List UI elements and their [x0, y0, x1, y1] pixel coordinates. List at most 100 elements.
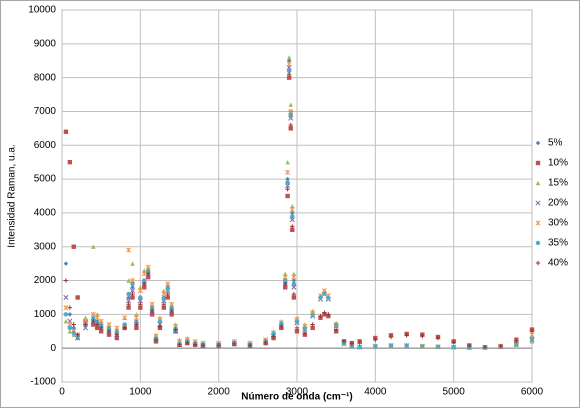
data-point: [165, 295, 170, 300]
data-point: [138, 302, 143, 307]
x-tick-label: 6000: [521, 387, 544, 398]
data-point: [63, 278, 69, 283]
data-point: [349, 341, 355, 346]
data-point: [63, 129, 69, 134]
legend-label: 35%: [548, 238, 568, 249]
data-point: [129, 288, 136, 294]
data-point: [341, 339, 347, 344]
legend-marker: [535, 180, 541, 186]
data-point: [126, 298, 132, 304]
data-point: [71, 325, 76, 331]
data-point: [149, 312, 155, 317]
data-point: [63, 294, 69, 301]
data-point: [288, 126, 293, 131]
data-point: [285, 183, 291, 189]
data-point: [349, 344, 355, 349]
y-tick-label: -1000: [30, 377, 56, 388]
data-point: [529, 329, 535, 334]
data-point: [290, 227, 295, 233]
data-point: [285, 159, 290, 165]
data-point: [67, 325, 73, 331]
data-point: [83, 315, 88, 320]
data-point: [67, 159, 73, 165]
y-tick-label: 7000: [34, 106, 57, 117]
x-tick-label: 3000: [286, 387, 309, 398]
data-point: [435, 344, 441, 350]
data-point: [134, 322, 139, 327]
data-point: [291, 291, 297, 297]
data-point: [161, 296, 167, 302]
data-point: [247, 342, 253, 348]
data-point: [322, 310, 327, 315]
legend-label: 20%: [548, 198, 568, 209]
data-point: [91, 244, 96, 249]
data-point: [126, 305, 131, 310]
data-point: [288, 115, 294, 121]
data-point: [310, 322, 315, 327]
data-point: [286, 68, 292, 74]
data-point: [435, 335, 441, 341]
data-point: [137, 298, 143, 304]
y-axis-label: Intensidad Raman, u.a.: [7, 144, 18, 247]
data-point: [388, 343, 394, 348]
data-point: [98, 329, 104, 334]
data-point: [333, 322, 339, 328]
data-point: [134, 312, 139, 317]
y-tick-label: 9000: [34, 38, 57, 49]
data-point: [514, 338, 519, 343]
x-tick-label: 4000: [364, 387, 387, 398]
data-point: [285, 193, 290, 199]
data-point: [404, 333, 409, 338]
data-point: [114, 325, 120, 331]
data-point: [133, 315, 139, 321]
data-point: [63, 261, 69, 266]
data-point: [285, 176, 290, 182]
data-point: [134, 325, 139, 331]
data-point: [289, 206, 295, 213]
data-point: [126, 291, 131, 297]
data-point: [106, 332, 112, 337]
data-point: [106, 329, 112, 334]
legend-marker: [535, 140, 541, 146]
data-point: [106, 321, 112, 328]
data-point: [122, 315, 128, 321]
data-point: [283, 278, 288, 283]
data-point: [130, 261, 135, 266]
data-point: [318, 313, 323, 319]
data-point: [285, 187, 290, 192]
data-point: [290, 210, 295, 216]
data-point: [169, 301, 175, 307]
data-point: [294, 329, 300, 334]
data-point: [285, 169, 291, 175]
data-point: [291, 274, 297, 280]
data-point: [514, 341, 519, 346]
y-tick-label: 6000: [34, 140, 57, 151]
data-point: [288, 112, 293, 118]
data-point: [291, 295, 297, 300]
data-point: [451, 344, 456, 350]
y-tick-label: 4000: [34, 208, 57, 219]
data-point: [161, 302, 167, 307]
data-point: [169, 312, 174, 317]
data-point: [310, 325, 315, 331]
data-point: [157, 324, 163, 329]
data-point: [138, 285, 143, 290]
data-point: [83, 322, 88, 327]
data-point: [185, 340, 190, 345]
data-point: [326, 312, 331, 317]
data-point: [137, 288, 143, 294]
data-point: [165, 291, 170, 297]
data-point: [173, 327, 178, 332]
data-point: [75, 295, 80, 300]
data-point: [388, 334, 394, 340]
y-tick-label: 2000: [34, 275, 57, 286]
data-point: [142, 278, 147, 283]
data-point: [142, 281, 147, 287]
data-point: [169, 308, 174, 314]
legend-marker: [535, 200, 541, 206]
data-point: [216, 342, 221, 348]
data-point: [122, 325, 127, 331]
data-point: [130, 281, 135, 287]
data-point: [71, 244, 76, 249]
data-point: [279, 321, 284, 327]
